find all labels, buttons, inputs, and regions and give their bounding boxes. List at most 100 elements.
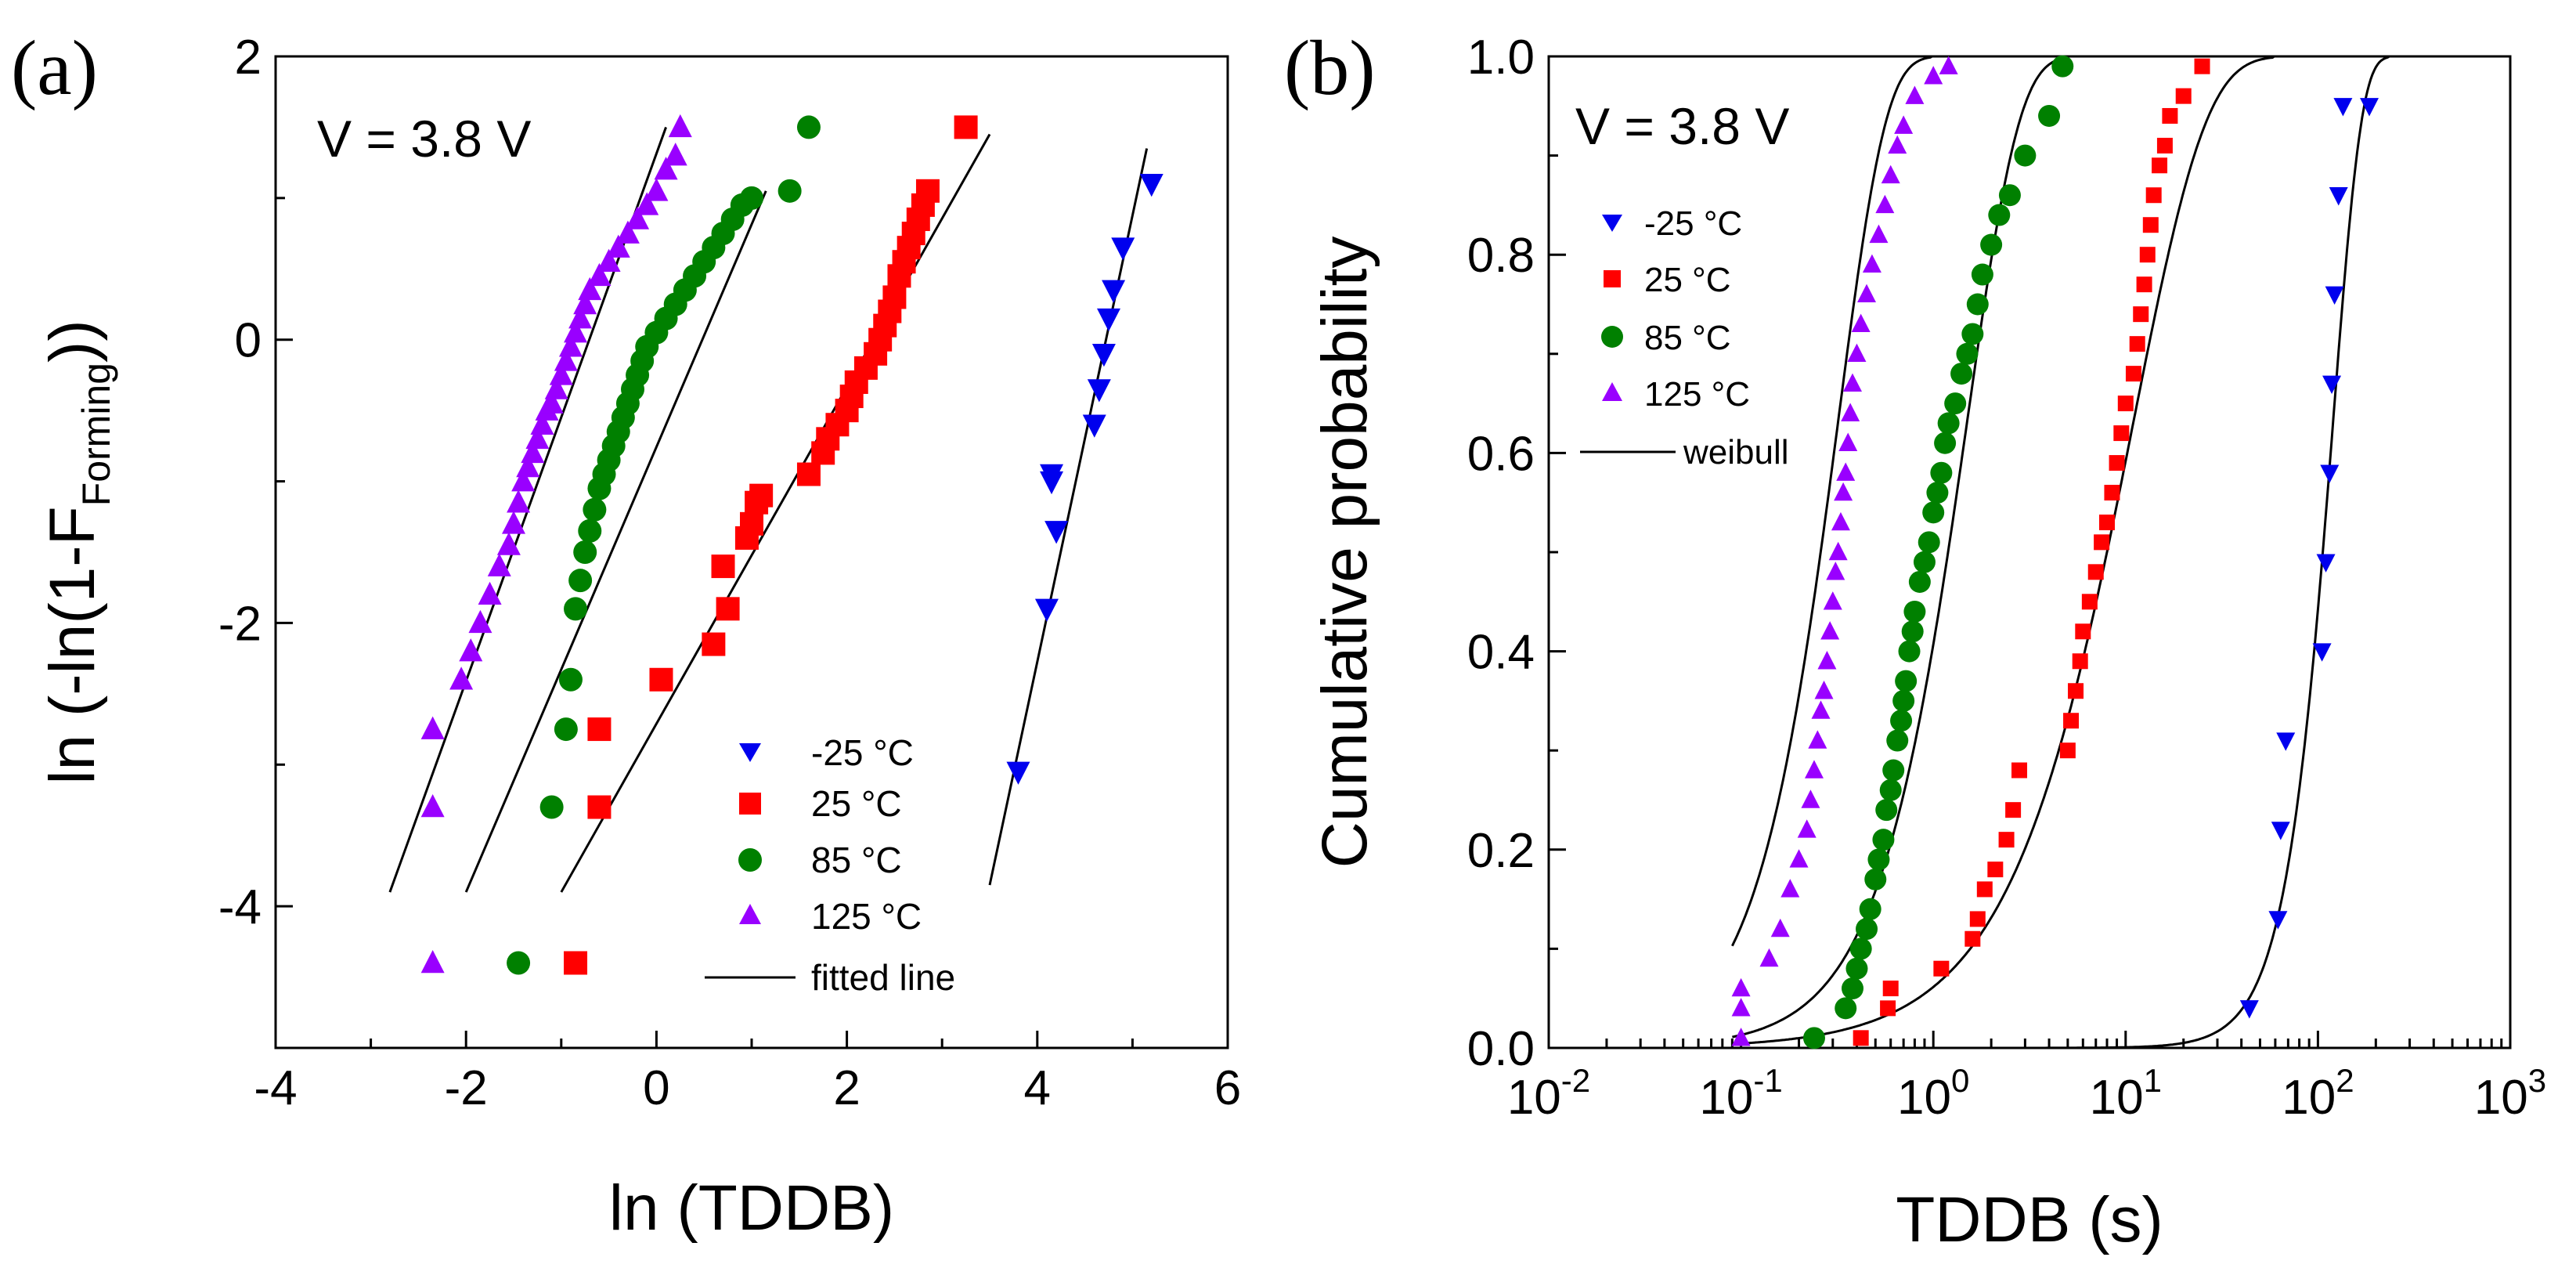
panel-b-point [1835, 997, 1857, 1020]
panel-a-x-axis-label: ln (TDDB) [609, 1172, 894, 1244]
panel-b-point [1872, 829, 1895, 851]
panel-b-point [2068, 683, 2084, 699]
panel-b-weibull-curve [1732, 55, 2275, 1046]
panel-a-point [1091, 344, 1116, 367]
panel-b-point [2136, 276, 2152, 293]
panel-a-x-tick-label: -2 [445, 1061, 488, 1115]
panel-b-point [2322, 375, 2342, 394]
panel-a-point [558, 667, 583, 692]
panel-a-point [915, 179, 940, 203]
panel-a-point [564, 320, 588, 343]
panel-b-point [1961, 323, 1984, 345]
panel-a-point [578, 518, 602, 543]
panel-a-point [796, 115, 821, 139]
panel-b-annotation: V = 3.8 V [1575, 97, 1789, 155]
panel-a-point [587, 717, 612, 742]
panel-b-point [1939, 56, 1958, 74]
panel-b-point [1823, 591, 1842, 610]
legend-b-item-weibull: weibull [1580, 433, 1789, 471]
panel-b-point [2145, 187, 2162, 204]
panel-b-point [1976, 881, 1993, 898]
panel-b-point [2094, 534, 2110, 551]
panel-b-point [2051, 55, 2074, 78]
panel-a-point [478, 581, 502, 605]
panel-b-point [1998, 184, 2021, 207]
panel-a-point [796, 462, 821, 486]
panel-a-point [1006, 761, 1030, 785]
panel-a-point [459, 638, 483, 662]
panel-b-x-tick-label: 100 [1897, 1062, 1969, 1125]
panel-b-point [1841, 977, 1863, 1000]
panel-b-point [2320, 464, 2340, 483]
panel-a-point [711, 555, 735, 579]
panel-b-legend: -25 °C 25 °C 85 °C 125 °C weibull [1580, 204, 1789, 471]
panel-a-point [587, 795, 612, 819]
panel-b-point [2316, 554, 2336, 573]
legend-b-label-25: 25 °C [1644, 261, 1731, 299]
panel-b-point [1804, 760, 1824, 779]
panel-a-point [1040, 464, 1064, 488]
panel-a-point [507, 489, 531, 513]
panel-b-x-tick-label: 101 [2090, 1062, 2162, 1125]
panel-b-point [2059, 742, 2076, 759]
panel-b-x-tick-label: 102 [2282, 1062, 2354, 1125]
legend-label-125: 125 °C [811, 896, 922, 937]
panel-b-point [1817, 651, 1837, 670]
panel-b-point [2133, 306, 2149, 323]
panel-b-weibull-curve [1732, 55, 2390, 1049]
panel-a-point [635, 192, 659, 215]
panel-a-y-tick-label: 2 [235, 31, 262, 85]
panel-b-point [1895, 670, 1918, 692]
panel-a-y-tick-label: -4 [218, 880, 262, 934]
panel-a-point [507, 951, 531, 975]
panel-b-point [2276, 732, 2296, 751]
panel-b-point [2113, 425, 2130, 442]
panel-a-point [1139, 174, 1164, 197]
panel-b-point [2129, 336, 2145, 352]
panel-a-point [539, 390, 564, 414]
panel-b-point [1898, 640, 1921, 663]
panel-a-point [578, 276, 602, 301]
panel-b-x-tick-label: 103 [2474, 1062, 2546, 1125]
panel-b-point [1886, 729, 1909, 752]
panel-a-annotation: V = 3.8 V [317, 110, 531, 168]
legend-label-fit: fitted line [811, 957, 955, 998]
panel-a-y-axis-label: ln (-ln(1-FForming)) [37, 320, 118, 784]
panel-b-point [1969, 911, 1986, 927]
panel-b-x-axis-label: TDDB (s) [1896, 1184, 2163, 1255]
legend-marker-25 [739, 793, 761, 815]
panel-b-point [2239, 1000, 2259, 1019]
panel-a-point [1034, 598, 1059, 622]
panel-a-point [882, 285, 907, 309]
panel-b-point [1924, 66, 1943, 85]
legend-item-85: 85 °C [738, 840, 902, 880]
panel-b-weibull-curves [1731, 55, 2390, 1049]
panel-a-point [544, 376, 568, 399]
panel-a-y-tick-label: -2 [218, 597, 262, 651]
panel-a-point [583, 497, 607, 522]
panel-b-x-tick-label: 10-1 [1699, 1062, 1782, 1125]
panel-a-point [654, 157, 678, 180]
panel-b-point [1875, 194, 1895, 214]
panel-b-tick-labels: 10-2 10-1 100 101 102 103 0.0 0.2 0.4 0.6 0.8 1.0 [1467, 31, 2546, 1125]
panel-b-point [2271, 822, 2290, 840]
panel-a-point [420, 949, 445, 974]
panel-b-point [1838, 432, 1858, 451]
panel-a-label: (a) [11, 24, 98, 111]
panel-b-weibull-curve [1731, 55, 1933, 947]
panel-a-point [496, 532, 521, 555]
panel-a-point [1111, 237, 1135, 261]
panel-b-point [2125, 366, 2141, 382]
panel-a-point [511, 468, 536, 492]
panel-a-point [702, 632, 726, 656]
panel-b-point [2360, 98, 2379, 117]
panel-a-point [530, 411, 554, 435]
panel-a-point [626, 206, 650, 229]
panel-a-point [1102, 280, 1126, 303]
panel-b-point [1797, 819, 1817, 838]
panel-a-point [1082, 414, 1106, 438]
panel-b-point [1820, 621, 1840, 640]
panel-b-point [1888, 135, 1907, 154]
panel-a-point [487, 553, 511, 576]
panel-b-point [1770, 918, 1790, 937]
